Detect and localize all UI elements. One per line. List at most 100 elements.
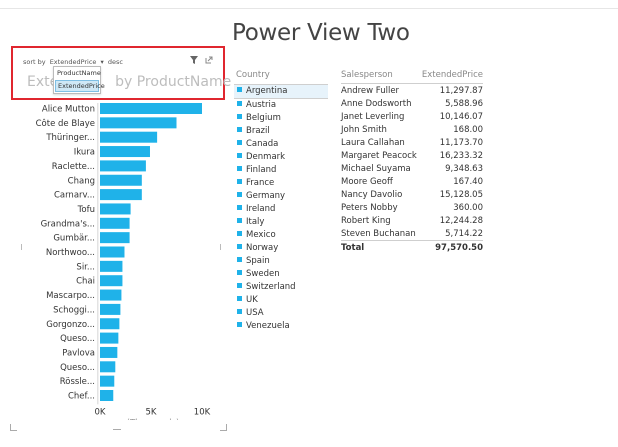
bar-category-label: Rössle... xyxy=(60,377,95,387)
extendedprice-cell: 10,146.07 xyxy=(439,111,483,122)
table-row[interactable]: Laura Callahan 11,173.70 xyxy=(341,136,483,149)
slicer-item-brazil[interactable]: Brazil xyxy=(234,125,328,138)
extendedprice-cell: 11,173.70 xyxy=(439,137,483,148)
extendedprice-cell: 168.00 xyxy=(453,124,483,135)
slicer-item-germany[interactable]: Germany xyxy=(234,190,328,203)
bar[interactable] xyxy=(100,131,158,143)
slicer-item-austria[interactable]: Austria xyxy=(234,99,328,112)
slicer-item-ireland[interactable]: Ireland xyxy=(234,203,328,216)
slicer-item-mexico[interactable]: Mexico xyxy=(234,229,328,242)
table-row[interactable]: John Smith 168.00 xyxy=(341,123,483,136)
popout-icon[interactable] xyxy=(205,56,213,67)
extendedprice-cell: 167.40 xyxy=(453,176,483,187)
bar[interactable] xyxy=(100,260,123,272)
slicer-swatch xyxy=(237,244,242,249)
sort-dropdown[interactable]: ProductName ExtendedPrice xyxy=(53,66,105,94)
slicer-item-label: Ireland xyxy=(246,204,276,214)
chart-scrollbar[interactable] xyxy=(97,103,99,405)
column-header-extendedprice[interactable]: ExtendedPrice xyxy=(419,70,483,84)
slicer-item-label: Sweden xyxy=(246,269,280,279)
sort-label: sort by xyxy=(23,58,46,66)
extendedprice-cell: 12,244.28 xyxy=(439,215,483,226)
table-row[interactable]: Steven Buchanan 5,714.22 xyxy=(341,227,483,241)
slicer-item-belgium[interactable]: Belgium xyxy=(234,112,328,125)
bar[interactable] xyxy=(100,361,116,373)
slicer-header: Country xyxy=(234,70,328,85)
bar[interactable] xyxy=(100,390,114,401)
bar[interactable] xyxy=(100,275,123,287)
salesperson-cell: Peters Nobby xyxy=(341,202,398,213)
sort-option-extendedprice[interactable]: ExtendedPrice xyxy=(55,80,105,92)
table-row[interactable]: Peters Nobby 360.00 xyxy=(341,201,483,214)
salesperson-cell: Moore Geoff xyxy=(341,176,393,187)
slicer-swatch xyxy=(237,166,242,171)
slicer-item-france[interactable]: France xyxy=(234,177,328,190)
extendedprice-cell: 11,297.87 xyxy=(439,85,483,96)
bar-category-label: Queso... xyxy=(60,363,95,373)
slicer-item-label: Belgium xyxy=(246,113,281,123)
table-row[interactable]: Margaret Peacock 16,233.32 xyxy=(341,149,483,162)
table-row[interactable]: Andrew Fuller 11,297.87 xyxy=(341,84,483,98)
slicer-item-spain[interactable]: Spain xyxy=(234,255,328,268)
slicer-item-canada[interactable]: Canada xyxy=(234,138,328,151)
slicer-item-denmark[interactable]: Denmark xyxy=(234,151,328,164)
sort-control[interactable]: sort by ExtendedPrice ▾ desc xyxy=(23,58,125,66)
x-tick-label: 5K xyxy=(146,407,157,417)
slicer-item-argentina[interactable]: Argentina xyxy=(234,85,328,99)
bar-category-label: Gorgonzo... xyxy=(46,320,95,330)
x-tick-label: 10K xyxy=(194,407,211,417)
table-row[interactable]: Moore Geoff 167.40 xyxy=(341,175,483,188)
slicer-item-switzerland[interactable]: Switzerland xyxy=(234,281,328,294)
slicer-item-usa[interactable]: USA xyxy=(234,307,328,320)
slicer-item-sweden[interactable]: Sweden xyxy=(234,268,328,281)
tile-corner-bottom-left xyxy=(10,424,17,431)
salesperson-cell: Robert King xyxy=(341,215,391,226)
chevron-down-icon[interactable]: ▾ xyxy=(100,58,104,66)
filter-icon[interactable] xyxy=(190,56,201,67)
slicer-item-uk[interactable]: UK xyxy=(234,294,328,307)
bar[interactable] xyxy=(100,203,131,215)
tile-edge-right-mid xyxy=(220,244,221,250)
salesperson-cell: Steven Buchanan xyxy=(341,228,416,239)
bar-category-label: Queso... xyxy=(60,334,95,344)
bar[interactable] xyxy=(100,189,142,201)
bar-category-label: Alice Mutton xyxy=(42,105,95,115)
slicer-item-italy[interactable]: Italy xyxy=(234,216,328,229)
table-row[interactable]: Nancy Davolio 15,128.05 xyxy=(341,188,483,201)
slicer-item-finland[interactable]: Finland xyxy=(234,164,328,177)
bar[interactable] xyxy=(100,174,142,186)
bar[interactable] xyxy=(100,346,118,358)
slicer-item-label: Norway xyxy=(246,243,279,253)
slicer-item-label: France xyxy=(246,178,275,188)
bar[interactable] xyxy=(100,117,177,129)
column-header-salesperson[interactable]: Salesperson xyxy=(341,70,420,84)
slicer-item-venezuela[interactable]: Venezuela xyxy=(234,320,328,333)
bar[interactable] xyxy=(100,246,125,258)
table-row[interactable]: Anne Dodsworth 5,588.96 xyxy=(341,97,483,110)
table-header-row: Salesperson ExtendedPrice xyxy=(341,70,483,84)
sort-direction[interactable]: desc xyxy=(107,58,123,66)
slicer-item-norway[interactable]: Norway xyxy=(234,242,328,255)
bar[interactable] xyxy=(100,217,130,229)
salesperson-cell: Anne Dodsworth xyxy=(341,98,412,109)
bar-chart: Alice Mutton Côte de Blaye Thüringer... Iku… xyxy=(36,103,211,420)
sort-option-productname[interactable]: ProductName xyxy=(57,69,101,77)
slicer-item-label: Austria xyxy=(246,100,277,110)
table-row[interactable]: Robert King 12,244.28 xyxy=(341,214,483,227)
bar-category-label: Chai xyxy=(76,277,95,287)
bar[interactable] xyxy=(100,103,202,114)
bar[interactable] xyxy=(100,318,120,330)
slicer-item-label: Germany xyxy=(246,191,286,201)
bar[interactable] xyxy=(100,232,130,244)
bar[interactable] xyxy=(100,289,122,301)
bar[interactable] xyxy=(100,332,119,344)
table-row[interactable]: Michael Suyama 9,348.63 xyxy=(341,162,483,175)
bar[interactable] xyxy=(100,160,146,172)
slicer-item-label: Denmark xyxy=(246,152,286,162)
table-row[interactable]: Janet Leverling 10,146.07 xyxy=(341,110,483,123)
bar[interactable] xyxy=(100,303,121,315)
sort-field[interactable]: ExtendedPrice xyxy=(49,58,97,66)
bar[interactable] xyxy=(100,146,150,158)
bar[interactable] xyxy=(100,375,115,387)
bar-category-label: Chang xyxy=(68,176,95,186)
